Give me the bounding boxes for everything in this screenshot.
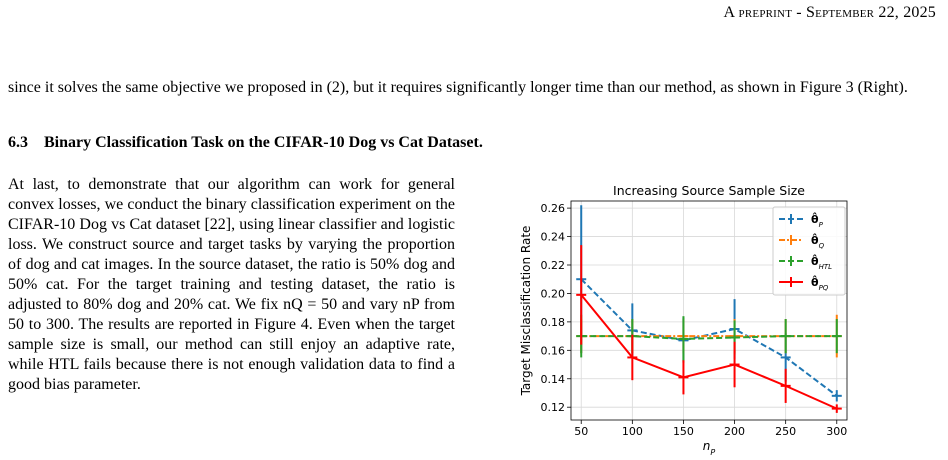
y-tick-label: 0.20 xyxy=(541,287,566,300)
y-axis-label: Target Misclassification Rate xyxy=(519,226,533,397)
series-group xyxy=(576,245,842,413)
x-tick-label: 300 xyxy=(826,425,847,438)
section-number: 6.3 xyxy=(8,134,28,151)
y-tick-label: 0.24 xyxy=(541,231,566,244)
figure-chart: 50 100 150 200 250 300 0.12 0.14 0.16 0.18 0.20 0.2… xyxy=(515,183,860,457)
series-line xyxy=(581,335,837,340)
series-line xyxy=(580,278,838,397)
header-preprint: A preprint - xyxy=(723,4,807,21)
y-tick-label: 0.26 xyxy=(541,202,566,215)
plot-frame xyxy=(570,200,848,421)
x-tick-label: 200 xyxy=(724,425,745,438)
x-tick-label: 50 xyxy=(574,425,588,438)
y-tick-label: 0.12 xyxy=(541,401,566,414)
section-heading: 6.3 Binary Classification Task on the CIF… xyxy=(8,134,483,152)
series-line xyxy=(580,294,838,410)
x-tick-label: 150 xyxy=(673,425,694,438)
y-tick-label: 0.14 xyxy=(541,373,566,386)
x-tick-label: 100 xyxy=(622,425,643,438)
chart-svg: 50 100 150 200 250 300 0.12 0.14 0.16 0.18 0.20 0.2… xyxy=(519,183,848,457)
header-date: September 22, 2025 xyxy=(806,4,936,21)
running-header: A preprint - September 22, 2025 xyxy=(723,4,936,22)
legend-box xyxy=(772,206,846,296)
y-tick-label: 0.16 xyxy=(541,344,566,357)
section-title: Binary Classification Task on the CIFAR-… xyxy=(44,134,483,151)
y-tick-label: 0.18 xyxy=(541,316,566,329)
paragraph-body: At last, to demonstrate that our algorit… xyxy=(8,176,455,393)
x-axis-label: nP xyxy=(703,439,716,455)
x-tick-label: 250 xyxy=(775,425,796,438)
y-tick-label: 0.22 xyxy=(541,259,566,272)
chart-title: Increasing Source Sample Size xyxy=(613,183,805,198)
paragraph-top: since it solves the same objective we pr… xyxy=(8,79,908,96)
